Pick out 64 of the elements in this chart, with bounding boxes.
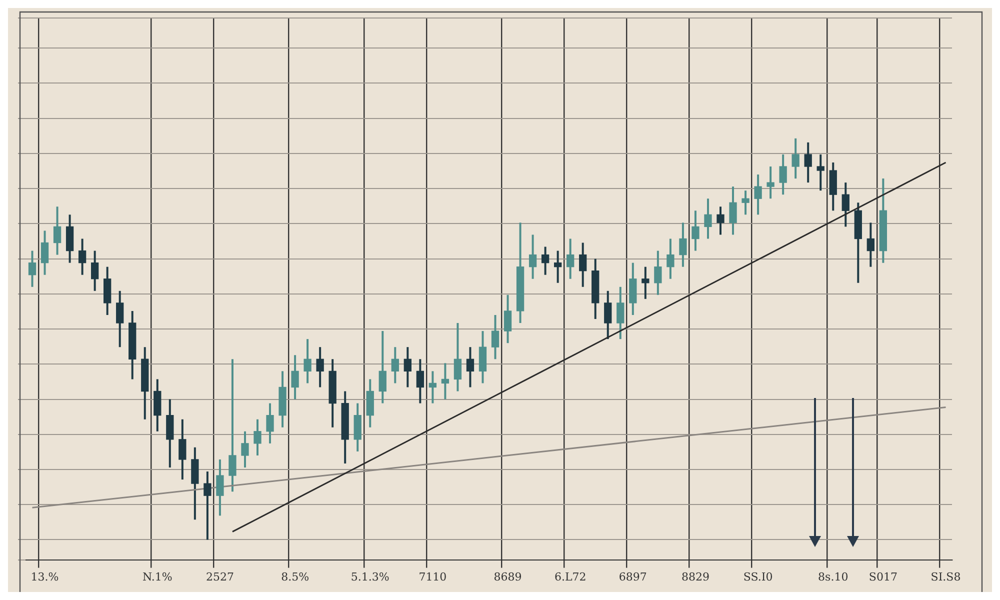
candlestick (428, 370, 437, 404)
candlestick (241, 430, 249, 468)
candlestick (491, 314, 500, 360)
candlestick (579, 242, 587, 288)
candlestick (504, 294, 512, 344)
x-tick-label: 8829 (681, 570, 710, 584)
candlestick (291, 354, 299, 400)
candlestick (90, 250, 99, 292)
candlestick (466, 346, 474, 388)
candlestick (304, 338, 312, 384)
x-tick-label: 6897 (618, 570, 647, 584)
candlestick (804, 141, 812, 184)
candlestick (216, 458, 224, 517)
x-tick-label: 6.L72 (554, 570, 586, 584)
candlestick (754, 174, 762, 216)
candlestick (391, 346, 399, 384)
candlestick (528, 234, 537, 280)
candlestick (616, 286, 624, 340)
candlestick (40, 230, 49, 276)
candlestick (642, 266, 650, 300)
candlestick (441, 362, 450, 400)
candlestick (704, 198, 712, 240)
candlestick (541, 246, 550, 276)
x-tick-label: S017 (868, 570, 898, 584)
candlestick (566, 238, 574, 280)
candlestick (254, 418, 262, 456)
candlestick (554, 250, 562, 284)
candlestick (866, 222, 874, 268)
x-tick-label: SI.S8 (930, 570, 961, 584)
candlestick (316, 346, 324, 388)
x-tick-label: N.1% (142, 570, 172, 584)
candlestick (766, 165, 774, 200)
candlestick (78, 238, 86, 276)
candlestick (378, 330, 386, 404)
candlestick (178, 418, 186, 481)
candlestick (454, 322, 462, 392)
x-tick-label: SS.I0 (743, 570, 773, 584)
candlestick (716, 206, 724, 236)
candlestick (266, 402, 274, 444)
candlestick (28, 250, 36, 288)
x-tick-label: 8.5% (281, 570, 310, 584)
candlestick (654, 250, 662, 296)
x-tick-label: 5.1.3% (350, 570, 390, 584)
candlestick (792, 137, 800, 180)
candlestick (404, 346, 412, 388)
x-tick-label: 13.% (30, 570, 59, 584)
candlestick (679, 222, 687, 268)
candlestick (204, 470, 212, 541)
x-tick-label: 2527 (206, 570, 234, 584)
candlestick (416, 358, 424, 404)
x-tick-label: 8689 (494, 570, 522, 584)
candlestick (604, 290, 612, 340)
candlestick (779, 153, 787, 196)
x-tick-label: 8s.10 (818, 570, 848, 584)
candlestick (53, 206, 62, 256)
candlestick (742, 190, 750, 216)
candlestick (666, 238, 674, 280)
candlestick (729, 186, 737, 236)
candlestick (116, 290, 124, 348)
candlestick (692, 210, 700, 252)
x-tick-label: 7110 (418, 570, 447, 584)
candlestick (842, 182, 850, 228)
candlestick (816, 153, 824, 192)
candlestick (228, 358, 236, 493)
